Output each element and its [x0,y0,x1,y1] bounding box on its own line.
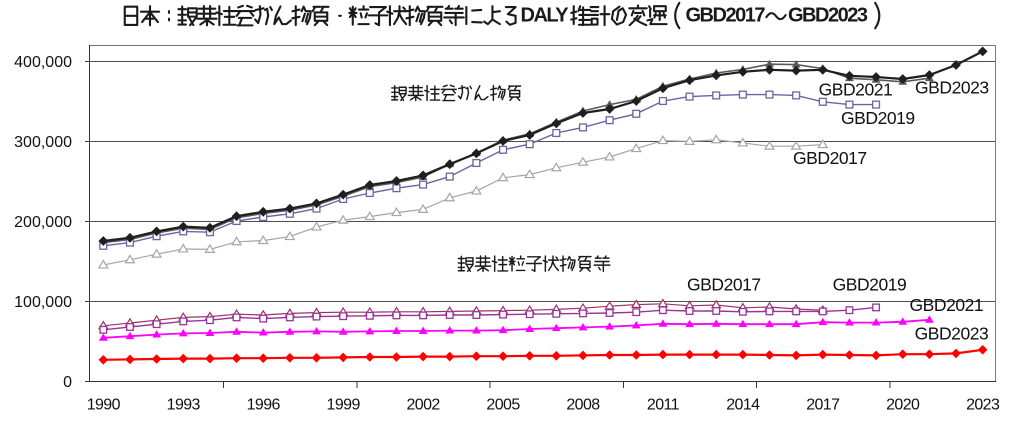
svg-text:GBD2023: GBD2023 [915,324,989,344]
svg-text:GBD2017: GBD2017 [687,275,761,295]
svg-text:2005: 2005 [486,397,520,414]
svg-text:300,000: 300,000 [14,134,72,151]
svg-text:2014: 2014 [726,397,760,414]
svg-text:GBD2021: GBD2021 [819,80,893,100]
svg-text:100,000: 100,000 [14,294,72,311]
svg-text:DALY: DALY [521,5,570,27]
svg-text:GBD2023: GBD2023 [788,5,868,27]
svg-text:2023: 2023 [966,397,1000,414]
svg-text:200,000: 200,000 [14,214,72,231]
svg-text:GBD2021: GBD2021 [910,295,984,315]
svg-text:1993: 1993 [167,397,201,414]
svg-text:1999: 1999 [327,397,361,414]
svg-text:GBD2019: GBD2019 [841,108,915,128]
svg-text:GBD2017: GBD2017 [793,148,867,168]
svg-text:GBD2017: GBD2017 [686,5,766,27]
svg-text:GBD2023: GBD2023 [915,78,989,98]
svg-text:2008: 2008 [566,397,600,414]
svg-text:400,000: 400,000 [14,54,72,71]
svg-text:1996: 1996 [247,397,281,414]
svg-text:0: 0 [63,374,72,391]
svg-text:2011: 2011 [647,397,680,414]
svg-text:2002: 2002 [406,397,440,414]
svg-text:GBD2019: GBD2019 [833,275,907,295]
svg-text:2020: 2020 [886,397,920,414]
svg-text:1990: 1990 [87,397,121,414]
svg-text:2017: 2017 [806,397,840,414]
